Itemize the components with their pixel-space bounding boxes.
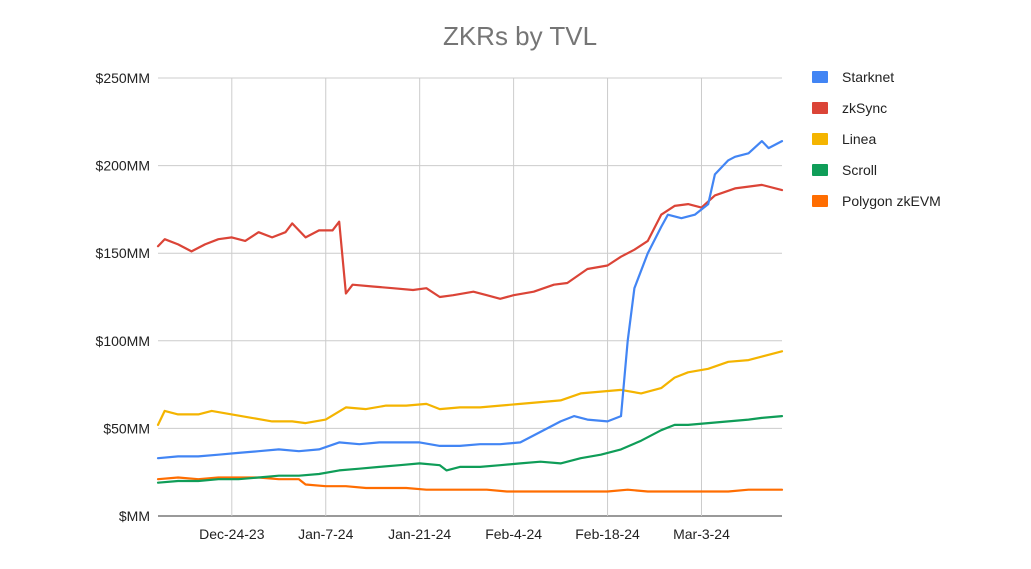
- x-tick-label: Feb-18-24: [575, 526, 640, 542]
- x-tick-label: Jan-7-24: [298, 526, 353, 542]
- legend-label: zkSync: [842, 100, 887, 116]
- y-tick-label: $250MM: [96, 70, 150, 86]
- y-tick-label: $50MM: [103, 420, 150, 436]
- x-tick-label: Dec-24-23: [199, 526, 265, 542]
- y-tick-label: $150MM: [96, 245, 150, 261]
- legend-swatch: [812, 133, 828, 145]
- x-tick-label: Feb-4-24: [485, 526, 542, 542]
- series-line-scroll: [156, 415, 784, 484]
- series-line-polygon-zkevm: [156, 476, 784, 493]
- legend-swatch: [812, 164, 828, 176]
- gridlines: [158, 77, 782, 517]
- legend-label: Polygon zkEVM: [842, 193, 941, 209]
- legend-swatch: [812, 195, 828, 207]
- chart-title: ZKRs by TVL: [443, 21, 597, 51]
- x-axis-labels: Dec-24-23 Jan-7-24 Jan-21-24 Feb-4-24 Feb-18…: [199, 526, 730, 542]
- x-tick-label: Mar-3-24: [673, 526, 730, 542]
- legend-label: Starknet: [842, 69, 894, 85]
- y-axis-labels: $MM $50MM $100MM $150MM $200MM $250MM: [96, 70, 150, 524]
- legend-label: Linea: [842, 131, 876, 147]
- series-line-linea: [156, 350, 784, 426]
- series-line-starknet: [156, 140, 784, 460]
- legend: Starknet zkSync Linea Scroll Polygon zkEVM: [812, 69, 941, 209]
- legend-label: Scroll: [842, 162, 877, 178]
- y-tick-label: $200MM: [96, 158, 150, 174]
- y-tick-label: $100MM: [96, 333, 150, 349]
- series-lines: [156, 140, 784, 493]
- series-line-zksync: [156, 183, 784, 300]
- y-tick-label: $MM: [119, 508, 150, 524]
- legend-swatch: [812, 102, 828, 114]
- legend-swatch: [812, 71, 828, 83]
- x-tick-label: Jan-21-24: [388, 526, 451, 542]
